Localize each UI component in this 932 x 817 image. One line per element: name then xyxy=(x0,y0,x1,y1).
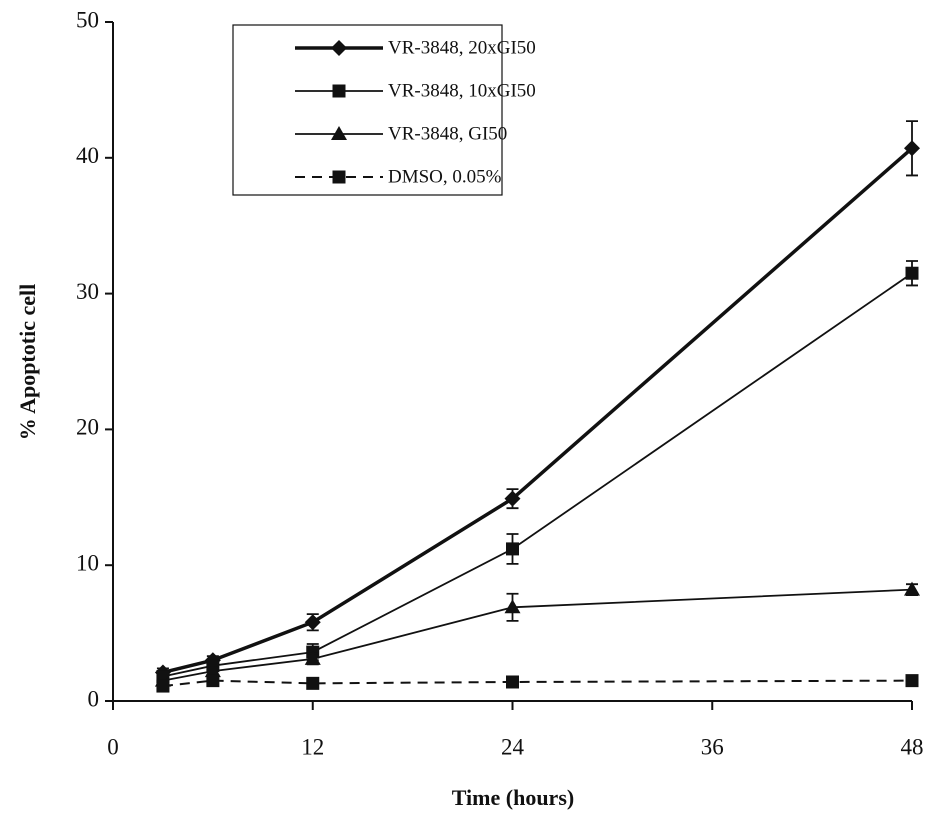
x-tick-label: 24 xyxy=(501,734,525,759)
x-tick-label: 12 xyxy=(301,734,324,759)
x-tick-label: 48 xyxy=(901,734,924,759)
marker xyxy=(506,675,519,688)
marker xyxy=(306,677,319,690)
y-axis-label: % Apoptotic cell xyxy=(15,284,40,440)
x-tick-label: 0 xyxy=(107,734,119,759)
marker xyxy=(506,542,519,555)
marker xyxy=(906,267,919,280)
marker xyxy=(333,85,346,98)
legend-label: DMSO, 0.05% xyxy=(388,166,502,187)
y-tick-label: 20 xyxy=(76,415,99,440)
marker xyxy=(333,171,346,184)
legend-label: VR-3848, 20xGI50 xyxy=(388,37,536,58)
y-tick-label: 0 xyxy=(88,686,100,711)
x-tick-label: 36 xyxy=(701,734,724,759)
marker xyxy=(156,680,169,693)
x-axis-label: Time (hours) xyxy=(452,785,574,810)
y-tick-label: 10 xyxy=(76,550,99,575)
y-tick-label: 30 xyxy=(76,279,99,304)
legend-label: VR-3848, GI50 xyxy=(388,123,507,144)
legend-label: VR-3848, 10xGI50 xyxy=(388,80,536,101)
marker xyxy=(206,674,219,687)
chart: Time (hours) % Apoptotic cell 0 10 20 30 40 5… xyxy=(0,0,932,817)
y-tick-label: 50 xyxy=(76,7,99,32)
y-tick-label: 40 xyxy=(76,143,99,168)
marker xyxy=(906,674,919,687)
marker xyxy=(305,614,321,630)
series-line xyxy=(163,681,912,686)
